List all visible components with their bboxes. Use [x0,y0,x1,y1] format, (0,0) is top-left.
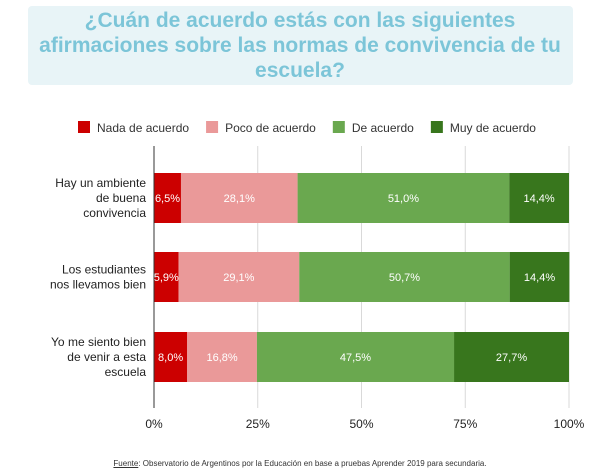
category-label: Los estudiantes [62,263,146,277]
legend-label: Poco de acuerdo [225,121,316,135]
data-label: 51,0% [388,193,419,205]
category-label: nos llevamos bien [50,278,146,292]
bar-segment [154,173,181,223]
source-label: Fuente [113,459,139,468]
category-label: convivencia [83,206,146,220]
category-label: Hay un ambiente [55,176,146,190]
bar-segment [454,332,569,382]
source-text: : Observatorio de Argentinos por la Educ… [138,459,487,468]
x-tick-label: 100% [554,417,585,431]
data-label: 47,5% [340,352,371,364]
bar-segment [256,332,455,382]
bar-segment [178,252,300,302]
data-label: 14,4% [524,272,555,284]
chart-title-box: ¿Cuán de acuerdo estás con las siguiente… [0,6,600,85]
legend-swatch [430,121,443,133]
x-tick-label: 50% [349,417,373,431]
bar-segment [509,252,570,302]
x-tick-label: 0% [145,417,163,431]
category-label: de buena [96,191,146,205]
data-label: 50,7% [389,272,420,284]
data-label: 6,5% [155,193,180,205]
category-label: de venir a esta [67,350,146,364]
data-label: 14,4% [524,193,555,205]
bar-segment [154,252,179,302]
bar-segment [187,332,257,382]
data-label: 28,1% [224,193,255,205]
x-tick-label: 25% [246,417,270,431]
data-label: 29,1% [223,272,254,284]
category-label: escuela [105,365,147,379]
data-label: 27,7% [496,352,527,364]
legend-label: Nada de acuerdo [97,121,189,135]
legend-swatch [332,121,345,133]
bar-segment [299,252,510,302]
bar-segment [509,173,569,223]
data-label: 8,0% [158,352,183,364]
bar-segment [180,173,298,223]
stacked-bar-chart: Nada de acuerdo Poco de acuerdo De acuerdo… [50,121,585,431]
legend-label: Muy de acuerdo [450,121,536,135]
legend-swatch [206,121,219,133]
source-note: Fuente: Observatorio de Argentinos por l… [0,459,600,468]
legend-label: De acuerdo [352,121,414,135]
bar-segment [297,173,510,223]
category-label: Yo me siento bien [51,335,146,349]
chart-title: ¿Cuán de acuerdo estás con las siguiente… [27,6,573,85]
x-tick-label: 75% [453,417,477,431]
legend-swatch [78,121,90,133]
data-label: 5,9% [154,272,179,284]
data-label: 16,8% [206,352,237,364]
bar-segment [154,332,188,382]
